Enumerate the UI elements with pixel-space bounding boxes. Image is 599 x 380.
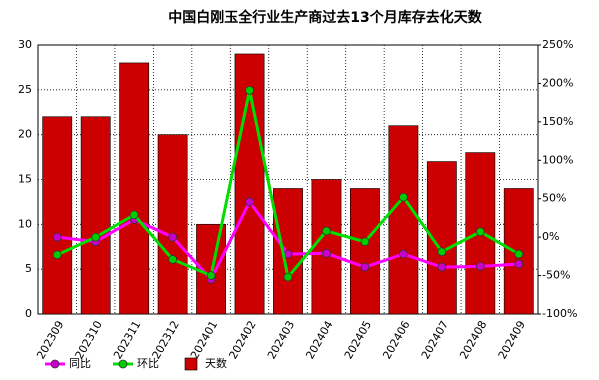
x-tick-label: 202309 [34, 319, 66, 362]
y-tick-label: 25 [18, 83, 32, 96]
bar [119, 62, 150, 315]
y2-tick-label: -50% [542, 269, 570, 282]
x-tick-label: 202406 [380, 319, 412, 362]
x-tick-label: 202402 [226, 319, 258, 362]
y2-tick-label: 0% [542, 230, 559, 243]
y-tick-label: 0 [25, 307, 32, 320]
line-marker [360, 237, 370, 247]
bar [311, 179, 342, 315]
line-marker [52, 232, 62, 242]
line-marker [91, 232, 101, 242]
y-tick-label: 30 [18, 38, 32, 51]
y2-tick-label: 150% [542, 115, 573, 128]
bar [350, 188, 380, 315]
x-tick-label: 202409 [496, 319, 528, 362]
x-tick-label: 202401 [188, 319, 220, 362]
legend-label: 同比 [69, 357, 91, 370]
line-marker [245, 85, 254, 95]
x-tick-label: 202408 [457, 319, 489, 362]
chart-title: 中国白刚玉全行业生产商过去13个月库存去化天数 [168, 9, 482, 26]
line-marker [168, 255, 178, 264]
line-marker [245, 197, 254, 207]
bar [388, 125, 419, 315]
y2-tick-label: 250% [542, 38, 573, 51]
x-tick-label: 202405 [342, 319, 374, 362]
line-marker [360, 262, 370, 272]
x-tick-label: 202403 [265, 319, 297, 362]
legend-label: 天数 [205, 357, 227, 370]
line-marker [283, 272, 293, 282]
y-tick-label: 5 [25, 262, 32, 275]
y-tick-label: 20 [18, 128, 32, 141]
y2-tick-label: 200% [542, 76, 573, 89]
line-marker [437, 247, 447, 257]
line-marker [514, 259, 524, 269]
bar [80, 116, 111, 315]
line-marker [129, 210, 139, 220]
x-tick-label: 202404 [303, 319, 335, 362]
y-tick-label: 15 [18, 173, 32, 186]
legend-marker [118, 359, 128, 369]
legend-swatch [184, 357, 198, 371]
line-marker [322, 248, 331, 258]
legend-marker [50, 359, 60, 369]
line-marker [475, 261, 485, 271]
line-marker [168, 232, 178, 242]
y-tick-label: 10 [18, 217, 32, 230]
y2-tick-label: 50% [542, 192, 566, 205]
line-marker [398, 249, 408, 259]
line-marker [398, 192, 408, 202]
bar [42, 116, 73, 315]
x-tick-label: 202311 [111, 319, 143, 362]
y2-tick-label: 100% [542, 153, 573, 166]
line-marker [475, 227, 485, 237]
x-tick-label: 202312 [150, 319, 182, 362]
line-marker [52, 250, 62, 260]
line-marker [322, 226, 331, 236]
y2-tick-label: -100% [542, 307, 577, 320]
x-tick-label: 202407 [419, 319, 451, 362]
legend-label: 环比 [137, 357, 159, 370]
line-marker [514, 249, 524, 259]
line-marker [206, 271, 216, 280]
x-tick-label: 202310 [73, 319, 105, 362]
bar [157, 134, 188, 315]
line-marker [437, 262, 447, 272]
